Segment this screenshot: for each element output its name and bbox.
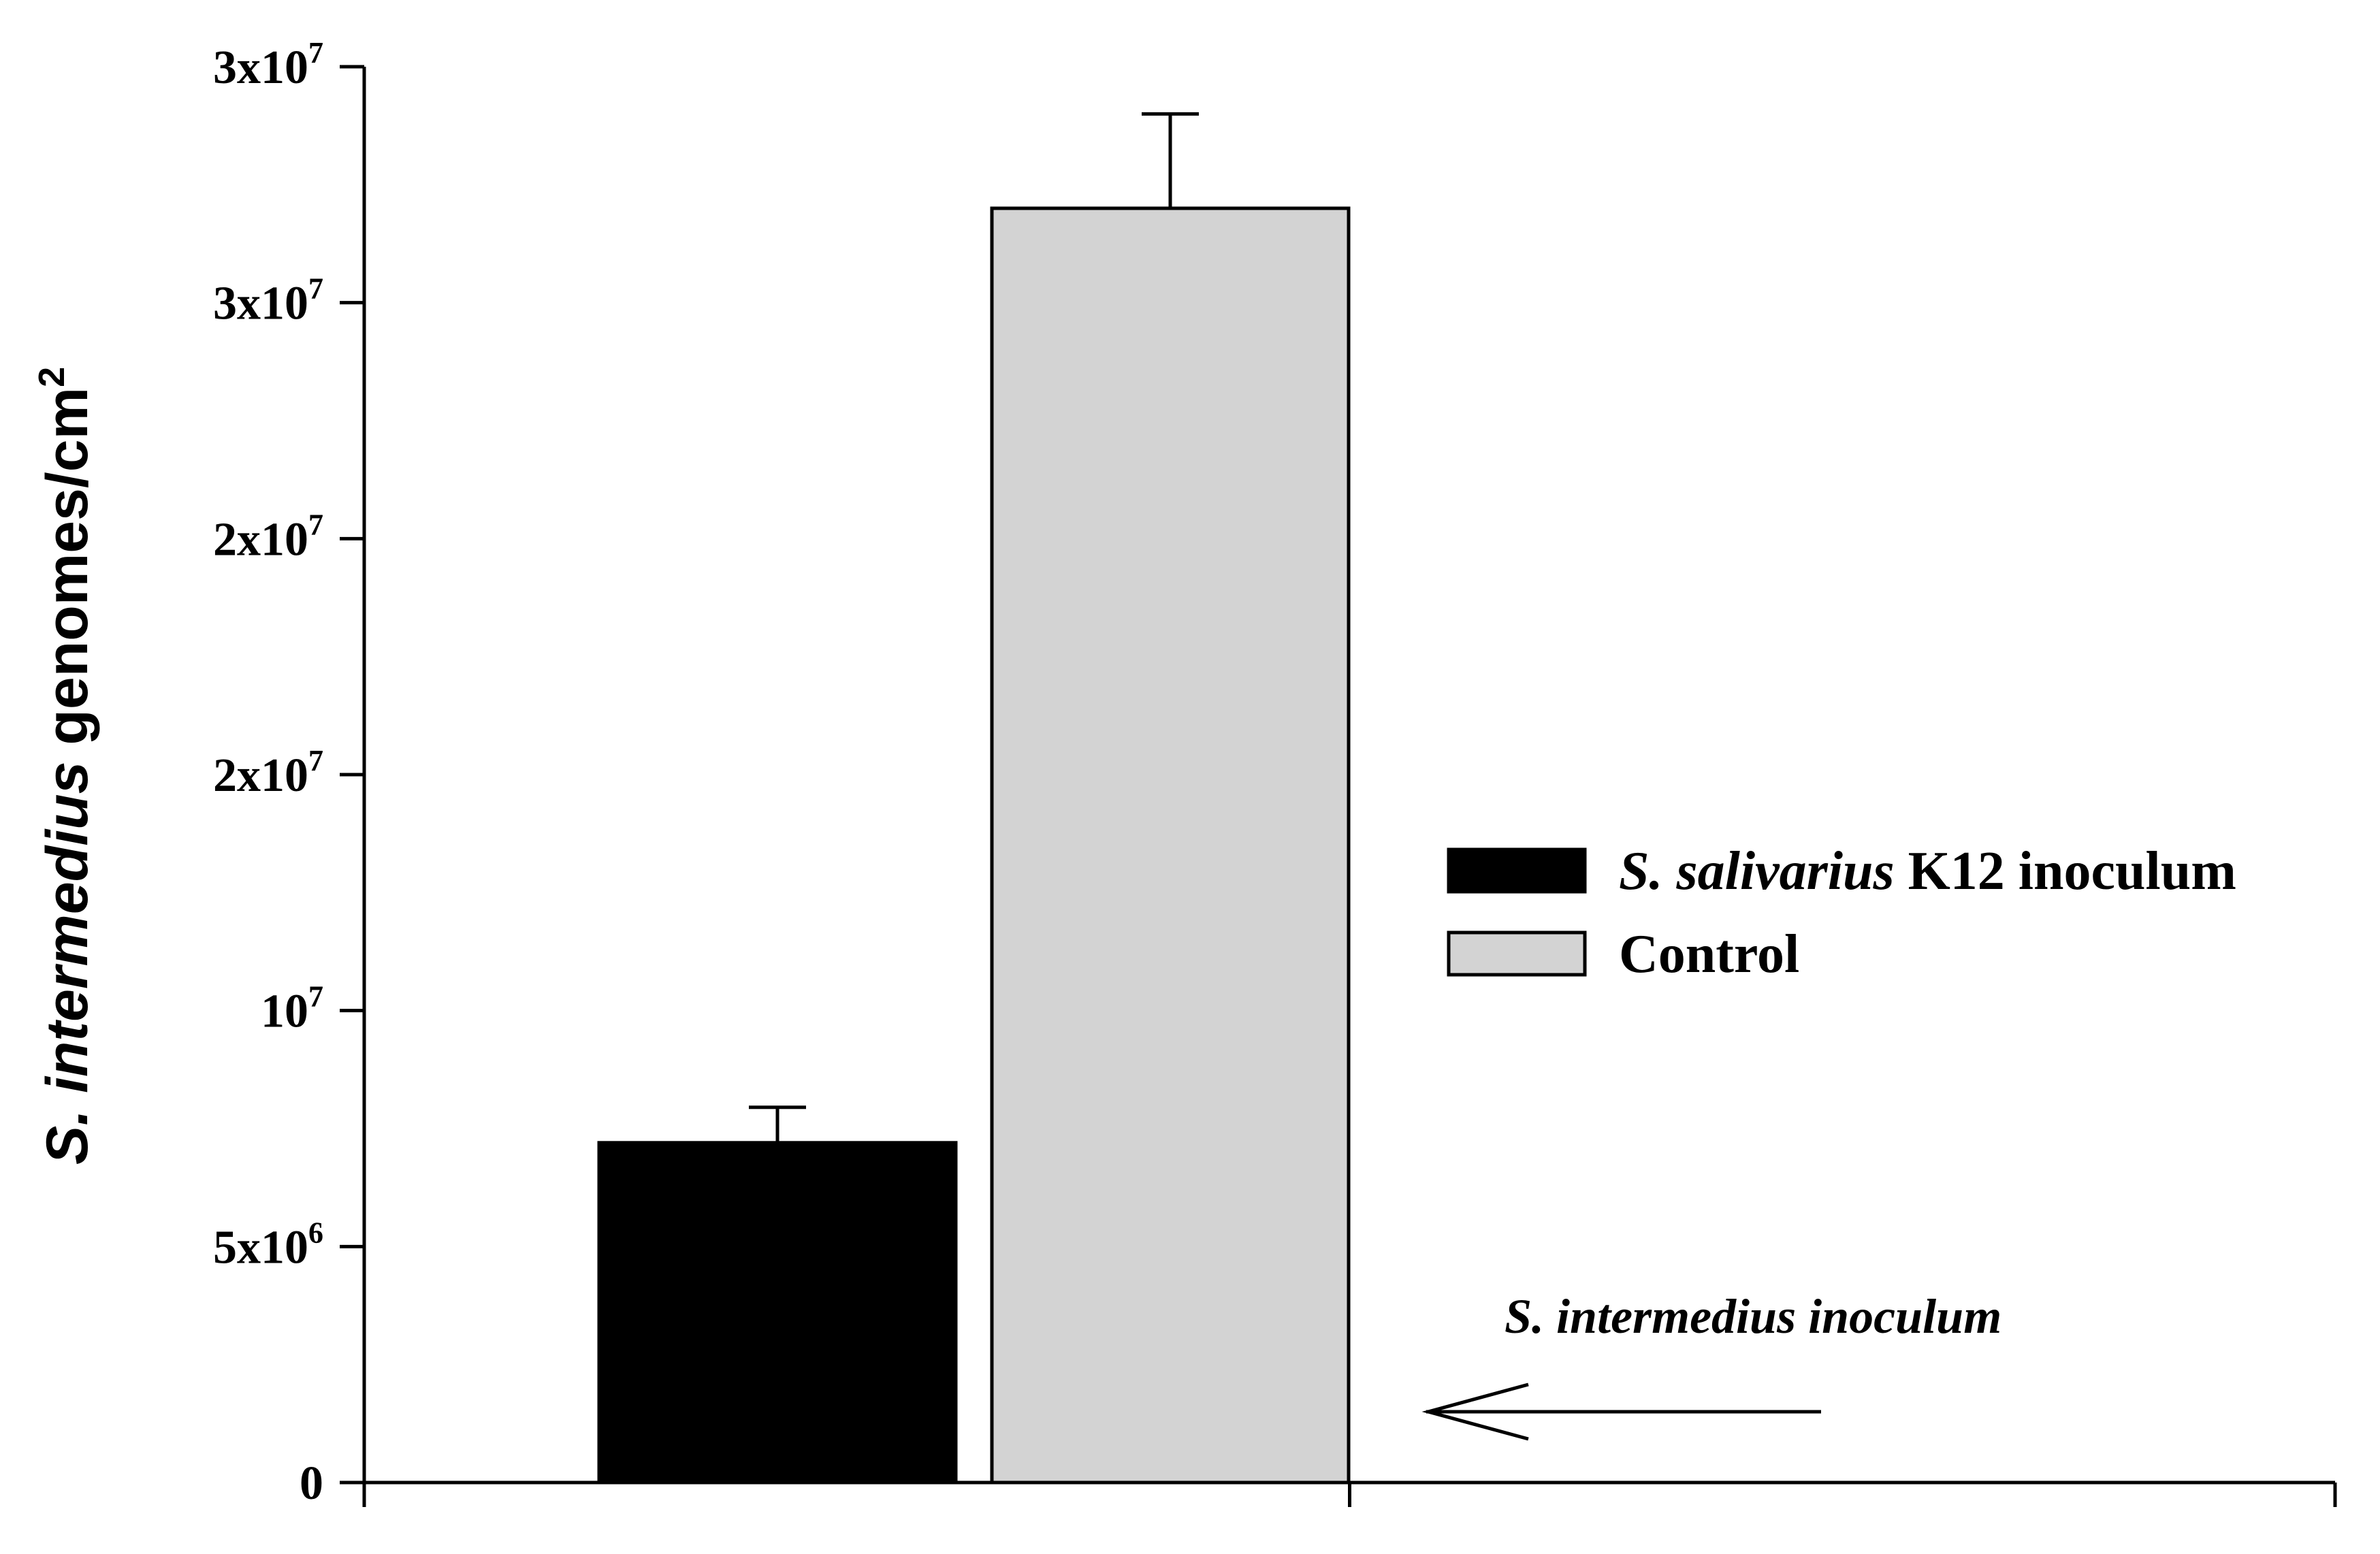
legend-label-0: S. salivarius K12 inoculum [1619, 841, 2236, 901]
bar-0 [597, 1141, 958, 1485]
y-tick-label-2: 107 [261, 980, 323, 1038]
legend-swatch-0 [1447, 847, 1587, 894]
legend-swatch-1 [1447, 930, 1587, 977]
y-tick-label-5: 3x107 [213, 272, 323, 330]
y-tick-label-4: 2x107 [213, 508, 323, 566]
bar-1 [990, 206, 1351, 1485]
legend-label-1: Control [1619, 924, 1799, 984]
annotation: S. intermedius inoculum [1421, 1289, 2001, 1441]
y-tick-label-0: 0 [300, 1457, 323, 1510]
legend: S. salivarius K12 inoculum Control [1447, 841, 2236, 984]
y-axis-label: S. intermedius genomes/cm2 [31, 367, 100, 1165]
y-tick-label-1: 5x106 [213, 1216, 323, 1274]
annotation-arrow-head [1421, 1382, 1529, 1441]
annotation-label: S. intermedius inoculum [1505, 1289, 2001, 1344]
y-tick-label-3: 2x107 [213, 744, 323, 802]
y-tick-label-6: 3x107 [213, 36, 323, 94]
y-ticks: 0 5x106 107 2x107 2x107 3x107 3x107 [213, 36, 364, 1510]
bars [597, 112, 1351, 1485]
